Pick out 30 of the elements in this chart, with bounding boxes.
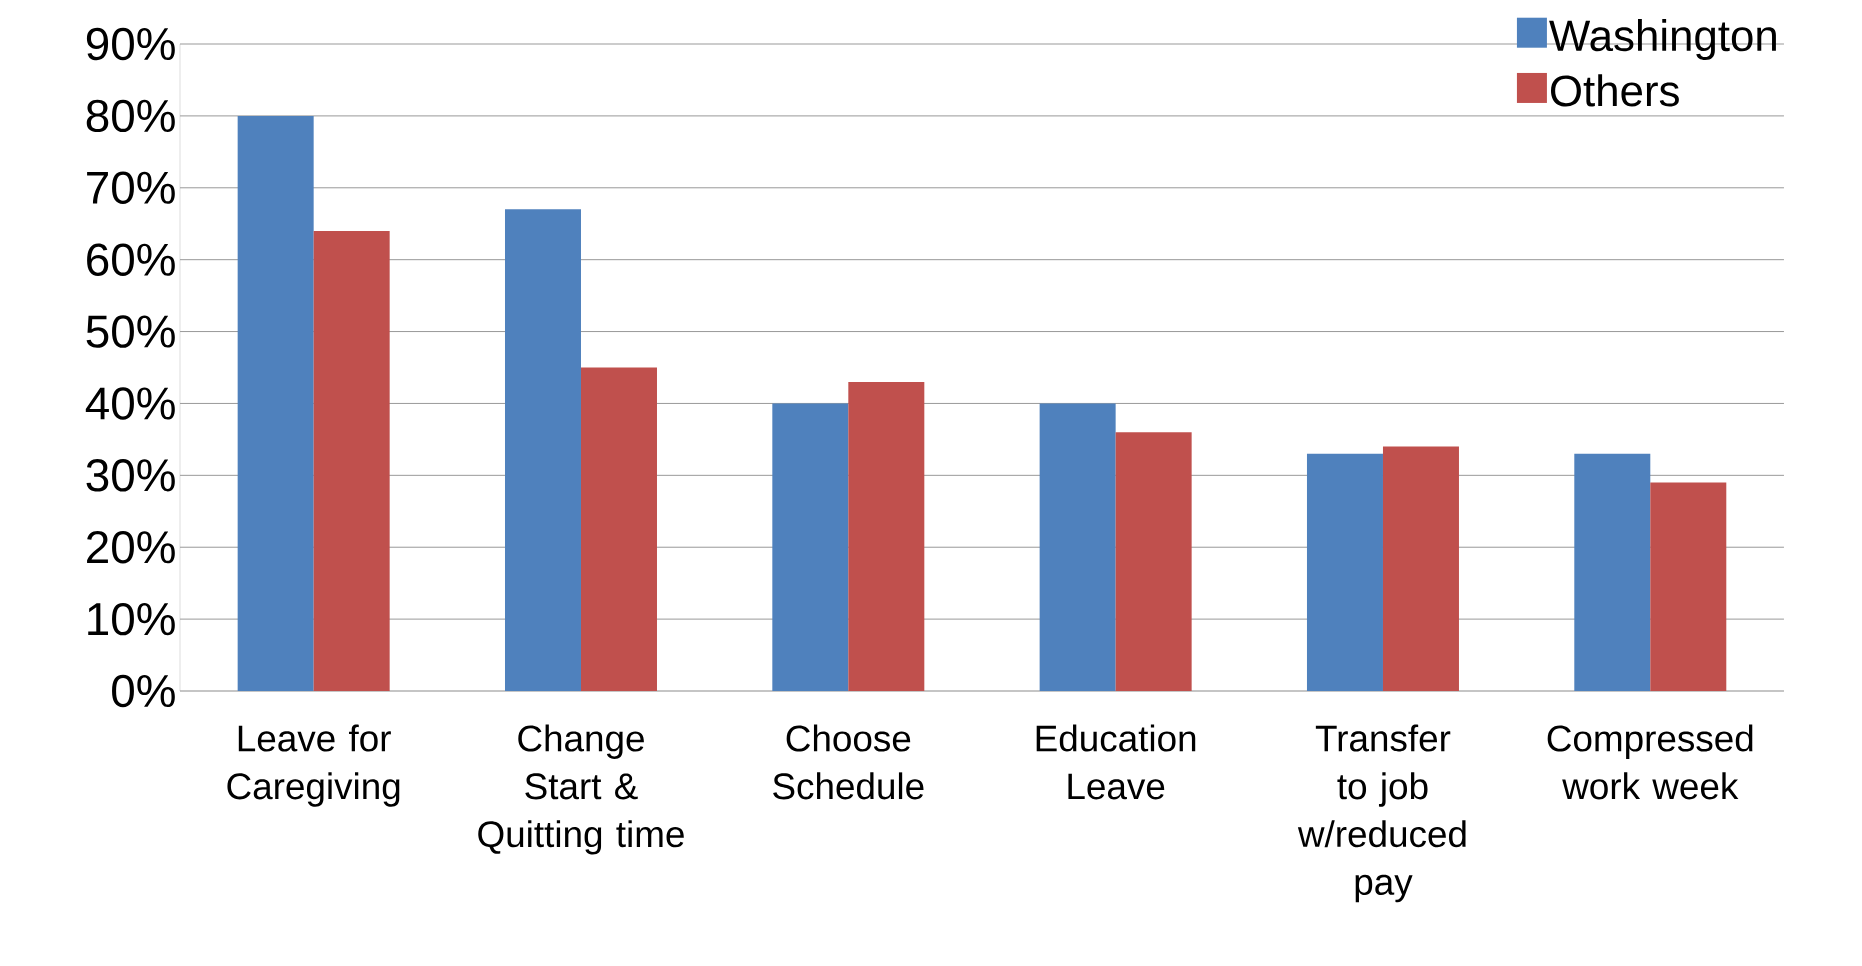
y-tick-label: 20%	[87, 531, 175, 564]
legend-label: Washington	[1549, 19, 1776, 60]
bar	[237, 115, 314, 691]
y-tick-label: 80%	[86, 99, 175, 133]
x-tick-label: Compressed work week	[1547, 724, 1753, 800]
bar	[1574, 453, 1651, 691]
bar	[848, 381, 925, 691]
x-tick-label: Transfer to job w/reduced pay	[1297, 724, 1466, 903]
x-tick-label: Education Leave	[1036, 724, 1196, 800]
bar	[772, 403, 849, 691]
bar	[504, 209, 581, 691]
y-tick-label: 30%	[86, 459, 175, 492]
bar	[313, 230, 390, 691]
y-tick-label: 60%	[87, 243, 175, 276]
y-tick-label: 40%	[85, 387, 175, 420]
y-tick-label: 10%	[88, 602, 175, 636]
x-tick-label: Change Start & Quitting time	[478, 724, 684, 855]
y-tick-label: 50%	[86, 315, 175, 348]
bar	[1115, 432, 1192, 691]
bar	[1306, 453, 1383, 691]
bar	[1039, 403, 1116, 691]
bar	[580, 367, 657, 691]
x-tick-label: Choose Schedule	[773, 724, 924, 800]
bar	[1650, 482, 1727, 691]
y-tick-label: 0%	[112, 674, 175, 708]
y-tick-label: 70%	[87, 171, 175, 205]
legend-label: Others	[1550, 74, 1679, 107]
y-tick-label: 90%	[86, 27, 175, 61]
x-tick-label: Leave for Caregiving	[227, 724, 400, 807]
bar	[1382, 446, 1459, 691]
